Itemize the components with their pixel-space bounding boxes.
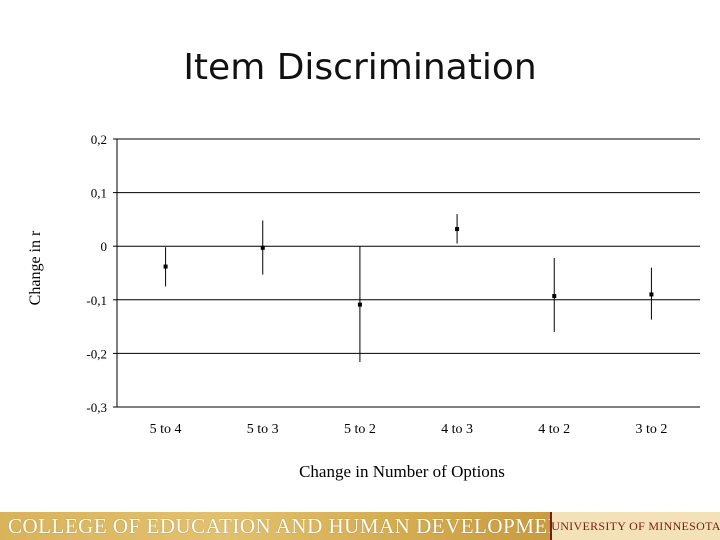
footer-banner: COLLEGE OF EDUCATION AND HUMAN DEVELOPME… xyxy=(0,512,720,540)
y-tick-label: 0,1 xyxy=(91,186,107,201)
y-tick-label: -0,2 xyxy=(86,346,107,361)
x-tick-label: 5 to 4 xyxy=(150,422,182,437)
chart: 0,2 0,1 0 -0,1 -0,2 -0,3 5 to 4 5 to 3 5 to 2 4 … xyxy=(27,132,700,481)
data-point xyxy=(163,264,168,269)
y-tick-label: 0 xyxy=(101,239,108,254)
grid-lines xyxy=(117,138,700,408)
data-point xyxy=(260,245,265,250)
y-tick-labels: 0,2 0,1 0 -0,1 -0,2 -0,3 xyxy=(86,132,107,415)
x-tick-label: 5 to 2 xyxy=(344,422,376,437)
y-tick-label: -0,3 xyxy=(86,400,107,415)
x-tick-label: 4 to 2 xyxy=(538,422,570,437)
error-bars xyxy=(165,214,652,362)
x-axis-label: Change in Number of Options xyxy=(299,462,505,481)
x-tick-labels: 5 to 4 5 to 3 5 to 2 4 to 3 4 to 2 3 to 2 xyxy=(150,422,668,437)
data-point xyxy=(552,294,557,299)
data-points xyxy=(163,227,654,307)
y-tick-label: -0,1 xyxy=(86,293,107,308)
data-point xyxy=(455,227,460,232)
college-name: COLLEGE OF EDUCATION AND HUMAN DEVELOPME… xyxy=(8,513,550,538)
x-tick-label: 4 to 3 xyxy=(441,422,473,437)
y-tick-label: 0,2 xyxy=(91,132,107,147)
data-point xyxy=(357,302,362,307)
university-logo: UNIVERSITY OF MINNESOTA xyxy=(550,512,720,540)
slide-title: Item Discrimination xyxy=(183,47,537,88)
axes xyxy=(113,138,118,408)
x-tick-label: 5 to 3 xyxy=(247,422,279,437)
y-axis-label: Change in r xyxy=(27,230,44,305)
college-banner: COLLEGE OF EDUCATION AND HUMAN DEVELOPME… xyxy=(0,512,550,540)
x-tick-label: 3 to 2 xyxy=(635,422,667,437)
university-name: UNIVERSITY OF MINNESOTA xyxy=(551,518,720,533)
data-point xyxy=(649,292,654,297)
